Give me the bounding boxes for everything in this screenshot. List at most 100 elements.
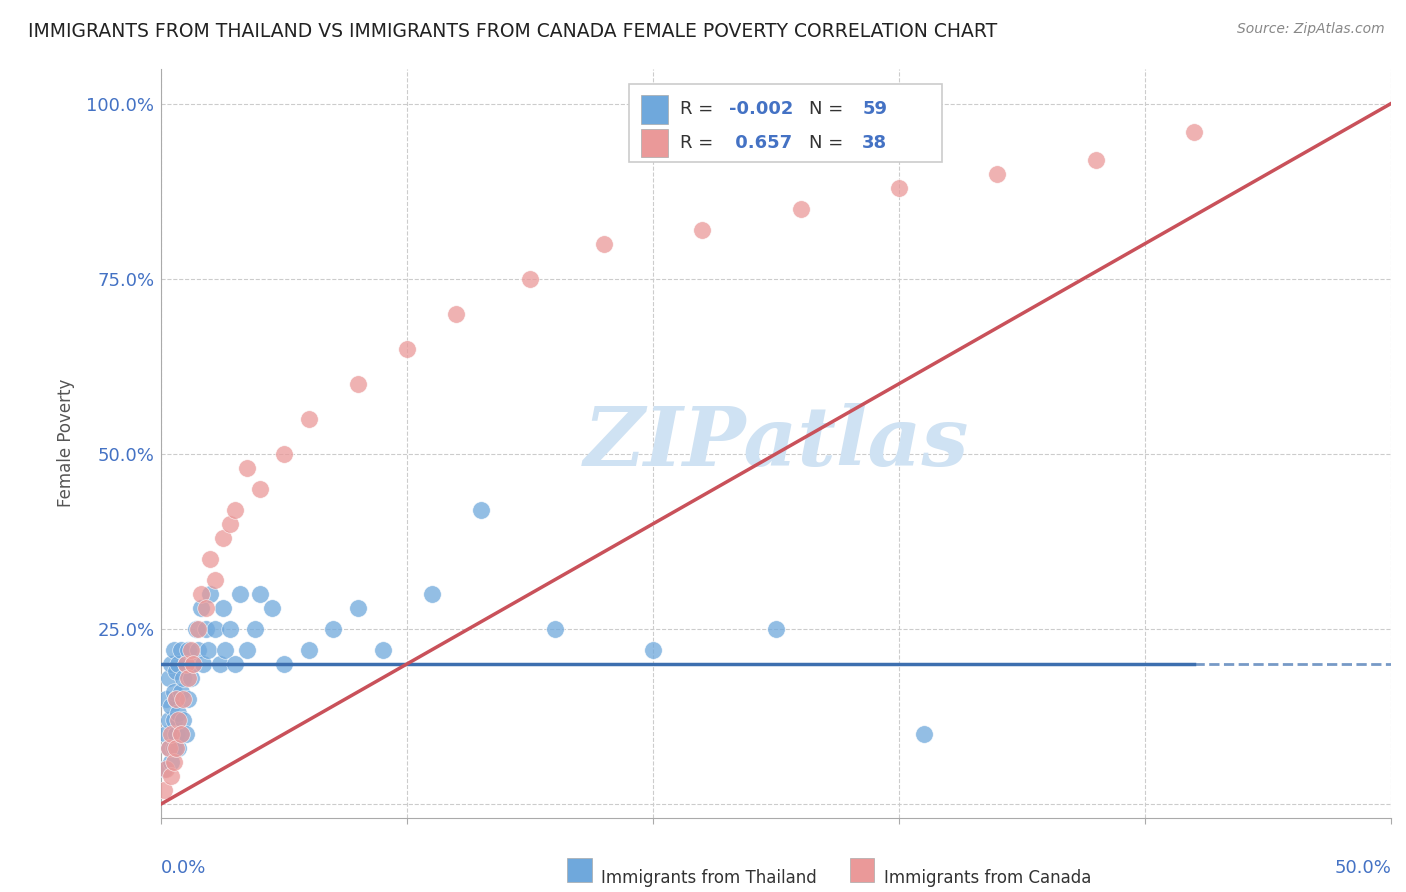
Point xyxy=(219,622,242,636)
Point xyxy=(162,713,184,727)
Point xyxy=(219,516,242,531)
Point xyxy=(155,691,177,706)
Point xyxy=(160,727,183,741)
Point xyxy=(209,657,232,671)
Point xyxy=(190,600,212,615)
Point xyxy=(260,600,283,615)
Point xyxy=(347,600,370,615)
Point xyxy=(187,622,209,636)
Point xyxy=(519,271,541,285)
Point xyxy=(162,740,184,755)
Point xyxy=(170,727,193,741)
Point xyxy=(165,691,187,706)
Point xyxy=(243,622,266,636)
Point xyxy=(224,657,246,671)
Point xyxy=(446,307,468,321)
Text: N =: N = xyxy=(810,134,849,152)
Point xyxy=(172,671,194,685)
Bar xyxy=(641,95,668,123)
Point xyxy=(167,706,190,720)
Point xyxy=(177,691,200,706)
Point xyxy=(322,622,344,636)
Point xyxy=(229,587,252,601)
Point xyxy=(887,180,910,194)
Point xyxy=(273,447,295,461)
Point xyxy=(167,657,190,671)
Point xyxy=(170,643,193,657)
Point xyxy=(162,685,184,699)
Point xyxy=(194,622,217,636)
Text: 0.0%: 0.0% xyxy=(162,859,207,877)
Point xyxy=(160,657,183,671)
Point xyxy=(191,657,214,671)
Point xyxy=(181,657,204,671)
Point xyxy=(1182,124,1205,138)
Point xyxy=(204,573,226,587)
Point xyxy=(236,643,259,657)
Text: Immigrants from Thailand: Immigrants from Thailand xyxy=(602,869,817,887)
Point xyxy=(204,622,226,636)
Point xyxy=(177,643,200,657)
Text: R =: R = xyxy=(681,134,720,152)
Point xyxy=(298,411,321,425)
Text: Source: ZipAtlas.com: Source: ZipAtlas.com xyxy=(1237,22,1385,37)
Text: Immigrants from Canada: Immigrants from Canada xyxy=(884,869,1091,887)
Point xyxy=(224,502,246,516)
Point xyxy=(157,713,180,727)
Text: 38: 38 xyxy=(862,134,887,152)
Point xyxy=(157,671,180,685)
Bar xyxy=(567,857,592,881)
Point xyxy=(249,587,271,601)
Point xyxy=(165,691,187,706)
Bar xyxy=(849,857,875,881)
Point xyxy=(692,222,714,236)
Point xyxy=(643,643,665,657)
Point xyxy=(160,698,183,713)
Point xyxy=(152,762,174,776)
Point xyxy=(912,727,935,741)
Point xyxy=(180,643,202,657)
Point xyxy=(765,622,787,636)
Text: ZIPatlas: ZIPatlas xyxy=(583,403,969,483)
Point xyxy=(200,587,222,601)
Point xyxy=(177,671,200,685)
Point xyxy=(273,657,295,671)
Point xyxy=(347,376,370,391)
Text: 0.657: 0.657 xyxy=(730,134,793,152)
Point xyxy=(396,342,419,356)
Point xyxy=(152,783,174,797)
Point xyxy=(157,740,180,755)
Point xyxy=(162,643,184,657)
Point xyxy=(544,622,567,636)
Point xyxy=(170,685,193,699)
Point xyxy=(165,727,187,741)
Point xyxy=(162,755,184,769)
Point xyxy=(184,622,207,636)
Point xyxy=(187,643,209,657)
Point xyxy=(1084,153,1107,167)
Point xyxy=(371,643,394,657)
Bar xyxy=(641,128,668,157)
Point xyxy=(172,713,194,727)
Point xyxy=(155,727,177,741)
Point xyxy=(211,531,233,545)
Point xyxy=(236,460,259,475)
Point xyxy=(170,727,193,741)
Point xyxy=(167,740,190,755)
Point xyxy=(174,727,197,741)
Point xyxy=(593,236,616,251)
Point xyxy=(167,713,190,727)
Point xyxy=(211,600,233,615)
Point xyxy=(200,551,222,566)
Point xyxy=(197,643,219,657)
Point xyxy=(174,657,197,671)
Text: 59: 59 xyxy=(862,100,887,119)
Point xyxy=(155,762,177,776)
Point xyxy=(165,740,187,755)
Point xyxy=(160,755,183,769)
Text: N =: N = xyxy=(810,100,849,119)
Text: 50.0%: 50.0% xyxy=(1334,859,1391,877)
FancyBboxPatch shape xyxy=(628,84,942,162)
Text: R =: R = xyxy=(681,100,720,119)
Point xyxy=(420,587,443,601)
